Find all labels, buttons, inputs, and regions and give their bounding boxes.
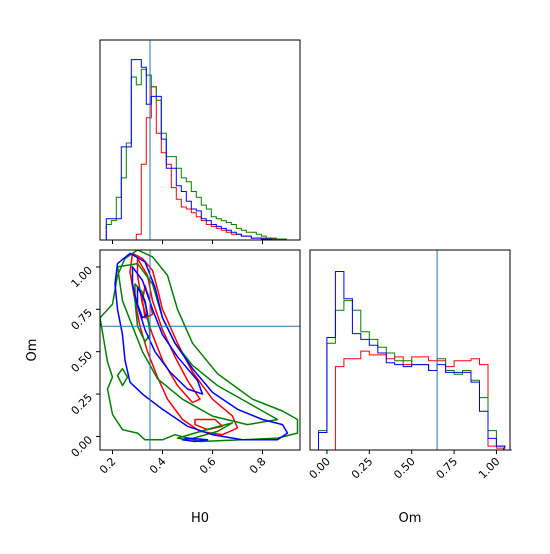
- contour-line: [100, 250, 299, 443]
- y-tick-label: 0.50: [69, 349, 96, 376]
- x-tick-label: 0.2: [97, 455, 119, 477]
- x-tick-label: 0.25: [349, 455, 376, 482]
- contour-line: [131, 266, 204, 395]
- panel-om-marginal: 0.00 0.25 0.50 0.75 1.00 Om: [307, 249, 512, 526]
- y-tick-label: 0.75: [69, 306, 96, 333]
- y-tick-label: 0.25: [69, 391, 96, 418]
- contour-line: [116, 367, 129, 387]
- x-axis-label: Om: [399, 511, 422, 526]
- x-tick-label: 1.00: [476, 455, 503, 482]
- histogram-series: [101, 86, 292, 241]
- x-axis-label: H0: [191, 511, 209, 526]
- frame: [99, 249, 301, 451]
- contour-line: [136, 286, 149, 319]
- y-axis-label: Om: [25, 339, 40, 362]
- contour-line: [194, 418, 224, 431]
- contour-line: [129, 252, 239, 436]
- x-tick-label: 0.75: [434, 455, 461, 482]
- contour-line: [134, 283, 151, 343]
- frame: [99, 39, 301, 241]
- histogram-series: [310, 271, 512, 451]
- x-tick-label: 0.00: [307, 455, 334, 482]
- histogram-series: [310, 300, 512, 451]
- x-tick-label: 0.6: [197, 455, 219, 477]
- x-tick-label: 0.8: [247, 455, 269, 477]
- frame: [309, 249, 511, 451]
- histogram-series: [101, 59, 292, 241]
- histogram-series: [310, 350, 512, 451]
- contour-line: [114, 252, 289, 441]
- y-tick-label: 0.00: [69, 433, 96, 460]
- x-tick-label: 0.50: [391, 455, 418, 482]
- x-tick-label: 0.4: [147, 455, 169, 477]
- panel-h0-marginal: [99, 39, 301, 244]
- contour-line: [181, 437, 209, 443]
- panel-om-vs-h0: 0.2 0.4 0.6 0.8 0.00 0.25 0.50 0.75 1.00 H0 Om: [25, 249, 301, 526]
- y-tick-label: 1.00: [69, 264, 96, 291]
